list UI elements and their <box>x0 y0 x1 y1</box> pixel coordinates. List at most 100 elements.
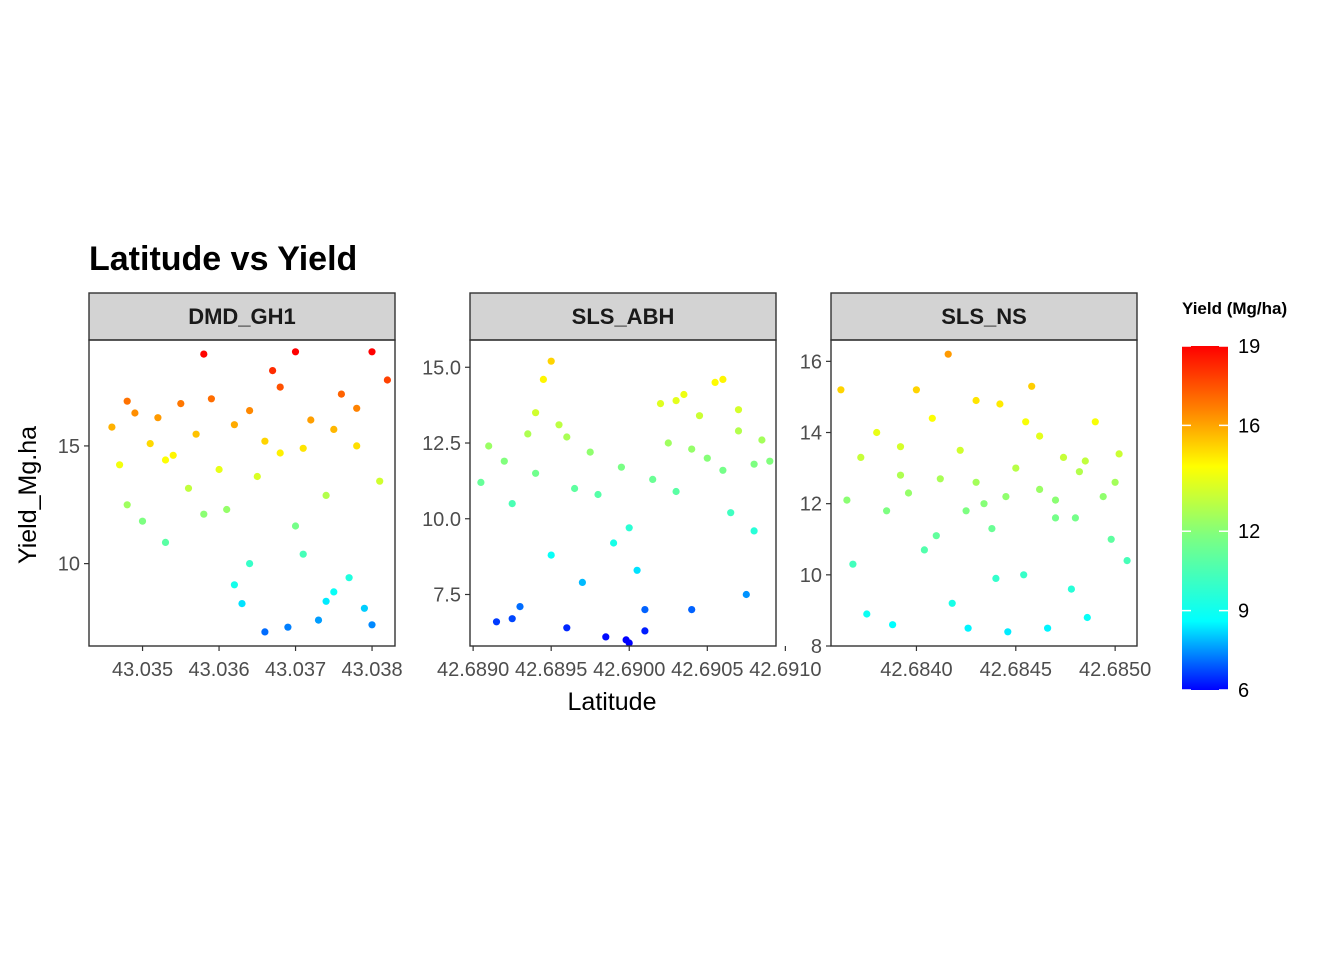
data-point <box>322 597 330 605</box>
data-point <box>750 527 758 535</box>
panels: DMD_GH1 10 15 43.035 43.036 43.037 43.038 SLS_A… <box>58 292 1151 681</box>
data-point <box>857 453 865 461</box>
x-axis-title: Latitude <box>568 688 657 716</box>
data-point <box>849 560 857 568</box>
facet-strip <box>469 292 777 341</box>
y-tick-label: 10 <box>58 554 80 576</box>
chart-title: Latitude vs Yield <box>89 240 357 278</box>
x-tick-label: 42.6905 <box>671 659 743 681</box>
legend: Yield (Mg/ha) 6 9 12 16 19 <box>1182 299 1287 702</box>
data-point <box>314 616 323 624</box>
data-point <box>1083 613 1091 622</box>
data-point <box>664 439 672 447</box>
y-tick-label: 12 <box>800 494 822 516</box>
data-point <box>230 421 238 429</box>
data-point <box>477 478 485 486</box>
data-point <box>863 610 871 618</box>
data-point <box>1059 453 1068 461</box>
data-point <box>1020 571 1028 579</box>
data-point <box>500 457 508 465</box>
data-point <box>376 477 384 485</box>
y-tick-label: 14 <box>800 423 822 445</box>
facet-strip <box>88 292 396 341</box>
legend-tick-label: 9 <box>1238 601 1249 623</box>
data-point <box>322 491 330 499</box>
data-point <box>1081 457 1089 465</box>
data-point <box>508 500 516 508</box>
data-point <box>988 525 996 533</box>
data-point <box>641 627 649 635</box>
x-tick-label: 42.6840 <box>880 659 952 681</box>
data-point <box>1022 418 1030 426</box>
data-point <box>672 487 680 496</box>
data-point <box>353 442 361 450</box>
data-point <box>889 621 897 629</box>
data-point <box>238 600 246 608</box>
data-point <box>1002 493 1010 501</box>
data-point <box>1075 468 1083 476</box>
data-point <box>1028 382 1036 390</box>
data-point <box>625 524 633 532</box>
x-tick-label: 42.6910 <box>749 659 821 681</box>
y-tick-label: 7.5 <box>433 584 461 606</box>
data-point <box>547 551 555 559</box>
data-point <box>1036 432 1044 440</box>
data-points <box>108 348 391 636</box>
data-point <box>146 440 154 448</box>
data-point <box>1115 450 1123 458</box>
data-point <box>230 581 238 589</box>
data-point <box>758 436 766 444</box>
data-point <box>1067 585 1075 593</box>
data-point <box>108 423 116 431</box>
data-point <box>532 409 540 417</box>
data-point <box>330 588 338 596</box>
data-point <box>964 624 972 632</box>
data-point <box>261 437 269 445</box>
data-point <box>680 390 688 399</box>
data-point <box>711 378 719 386</box>
data-point <box>1091 418 1099 426</box>
data-point <box>896 443 905 451</box>
facet-label: SLS_ABH <box>572 304 675 329</box>
x-tick-label: 42.6890 <box>437 659 509 681</box>
data-point <box>368 621 376 629</box>
panel-border <box>469 339 777 647</box>
data-point <box>688 445 696 453</box>
data-point <box>734 406 743 414</box>
data-point <box>532 469 540 477</box>
data-point <box>742 590 750 599</box>
data-point <box>524 430 532 438</box>
data-point <box>1036 485 1044 493</box>
data-point <box>563 624 571 632</box>
y-tick-label: 15 <box>58 436 80 458</box>
data-point <box>291 522 300 530</box>
data-point <box>1004 628 1012 636</box>
data-point <box>353 404 361 412</box>
data-point <box>992 574 1000 583</box>
data-point <box>649 475 657 483</box>
data-point <box>161 538 170 547</box>
data-point <box>1071 514 1079 522</box>
data-point <box>641 606 649 614</box>
data-point <box>996 400 1004 408</box>
data-point <box>508 615 516 623</box>
data-point <box>734 427 743 435</box>
data-point <box>617 463 626 471</box>
data-point <box>672 397 680 405</box>
data-point <box>360 604 368 612</box>
data-point <box>223 505 231 514</box>
data-point <box>563 433 571 441</box>
data-point <box>1044 624 1052 632</box>
data-point <box>269 367 277 375</box>
data-point <box>719 375 727 383</box>
data-point <box>972 396 980 405</box>
data-point <box>337 390 345 398</box>
y-tick-label: 12.5 <box>422 433 461 455</box>
data-point <box>602 633 610 641</box>
data-point <box>1099 493 1107 501</box>
data-point <box>578 578 587 587</box>
data-point <box>896 471 905 479</box>
facet-strip <box>830 292 1138 341</box>
data-point <box>485 442 493 450</box>
